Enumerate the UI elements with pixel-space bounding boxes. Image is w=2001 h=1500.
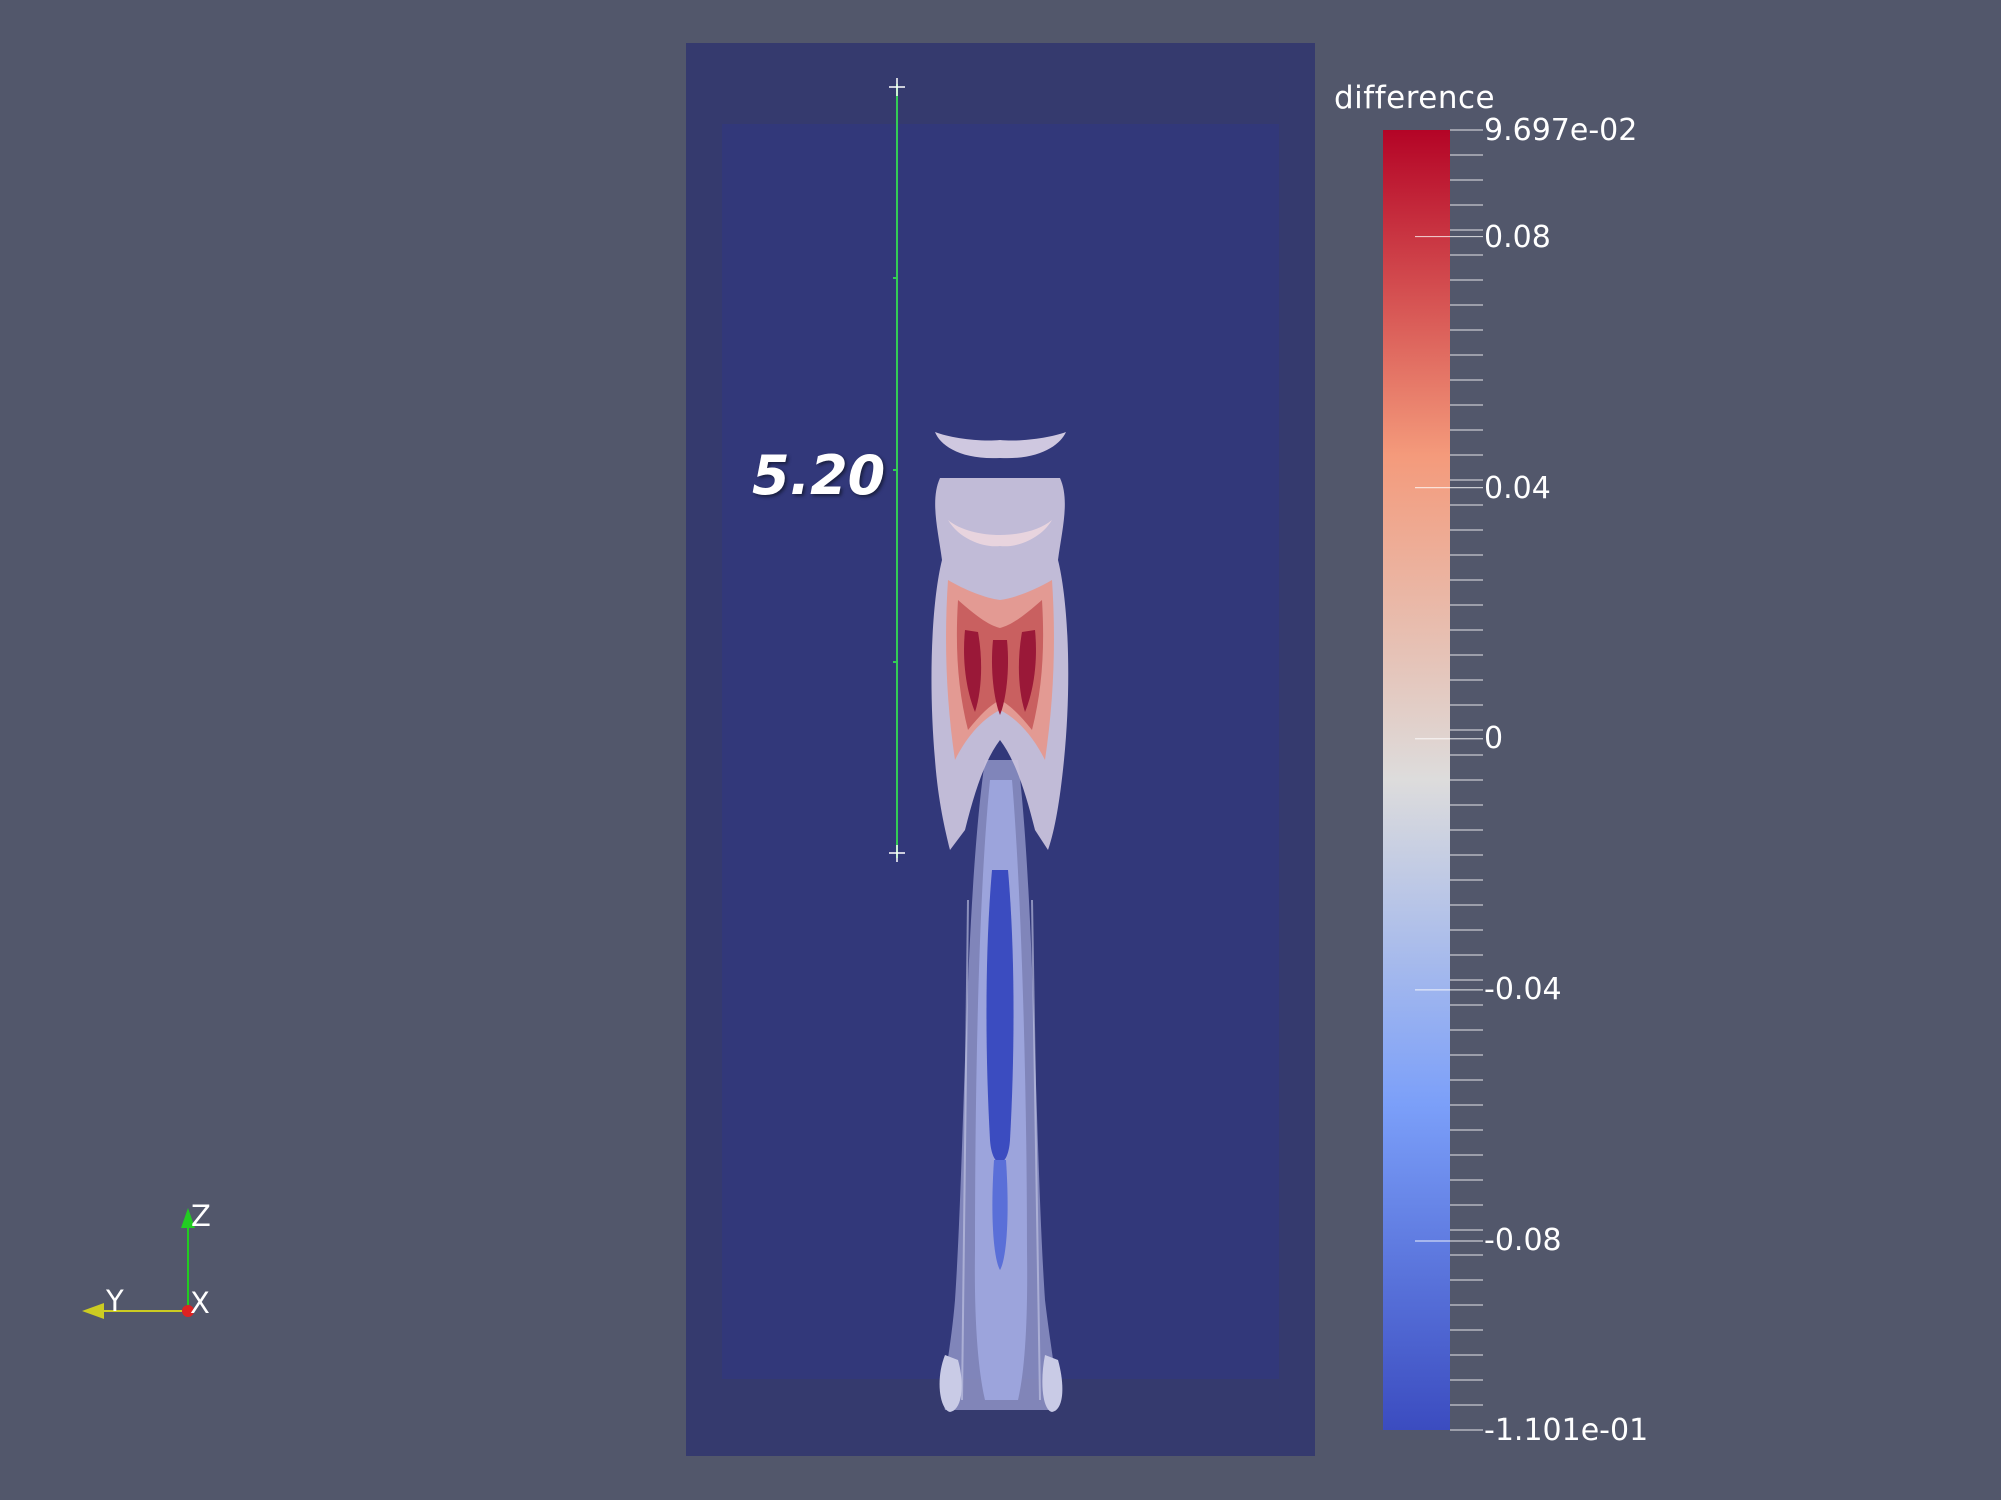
jet-core-lower <box>992 1160 1008 1270</box>
z-axis-arrow-icon <box>181 1208 195 1228</box>
head-core-center <box>991 640 1009 715</box>
jet-core <box>986 870 1014 1163</box>
colorbar-gradient <box>1383 130 1450 1430</box>
y-axis-arrow-icon <box>82 1303 104 1319</box>
z-axis-label: Z <box>191 1199 211 1233</box>
x-axis-label: X <box>190 1286 210 1320</box>
colorbar-tick-label: -0.04 <box>1484 972 1562 1007</box>
jet-base-left <box>939 1355 962 1412</box>
head-cap-pink <box>948 520 1052 547</box>
orientation-axes <box>82 1208 195 1319</box>
ruler <box>889 78 905 862</box>
colorbar-tick-label: -0.08 <box>1484 1223 1562 1258</box>
colorbar-minor-ticks <box>1450 129 1483 1431</box>
head-core-right <box>1018 630 1036 712</box>
isosurface-plume <box>931 432 1069 1412</box>
colorbar-min-label: -1.101e-01 <box>1484 1413 1649 1448</box>
head-core-left <box>964 630 982 712</box>
jet-base-right <box>1042 1355 1063 1412</box>
colorbar-tick-label: 0.08 <box>1484 220 1551 255</box>
ruler-length-label: 5.20 <box>752 444 886 507</box>
colorbar-tick-label: 0.04 <box>1484 471 1551 506</box>
colorbar-max-label: 9.697e-02 <box>1484 113 1638 148</box>
x-axis-dot-icon <box>182 1305 194 1317</box>
colorbar-tick-label: 0 <box>1484 721 1504 756</box>
colorbar-title: difference <box>1334 80 1496 116</box>
head-top-fringe <box>935 432 1066 459</box>
colorbar <box>1383 129 1483 1431</box>
colorbar-major-ticks <box>1415 235 1483 1242</box>
y-axis-label: Y <box>106 1284 124 1318</box>
domain-box <box>686 43 1315 1456</box>
